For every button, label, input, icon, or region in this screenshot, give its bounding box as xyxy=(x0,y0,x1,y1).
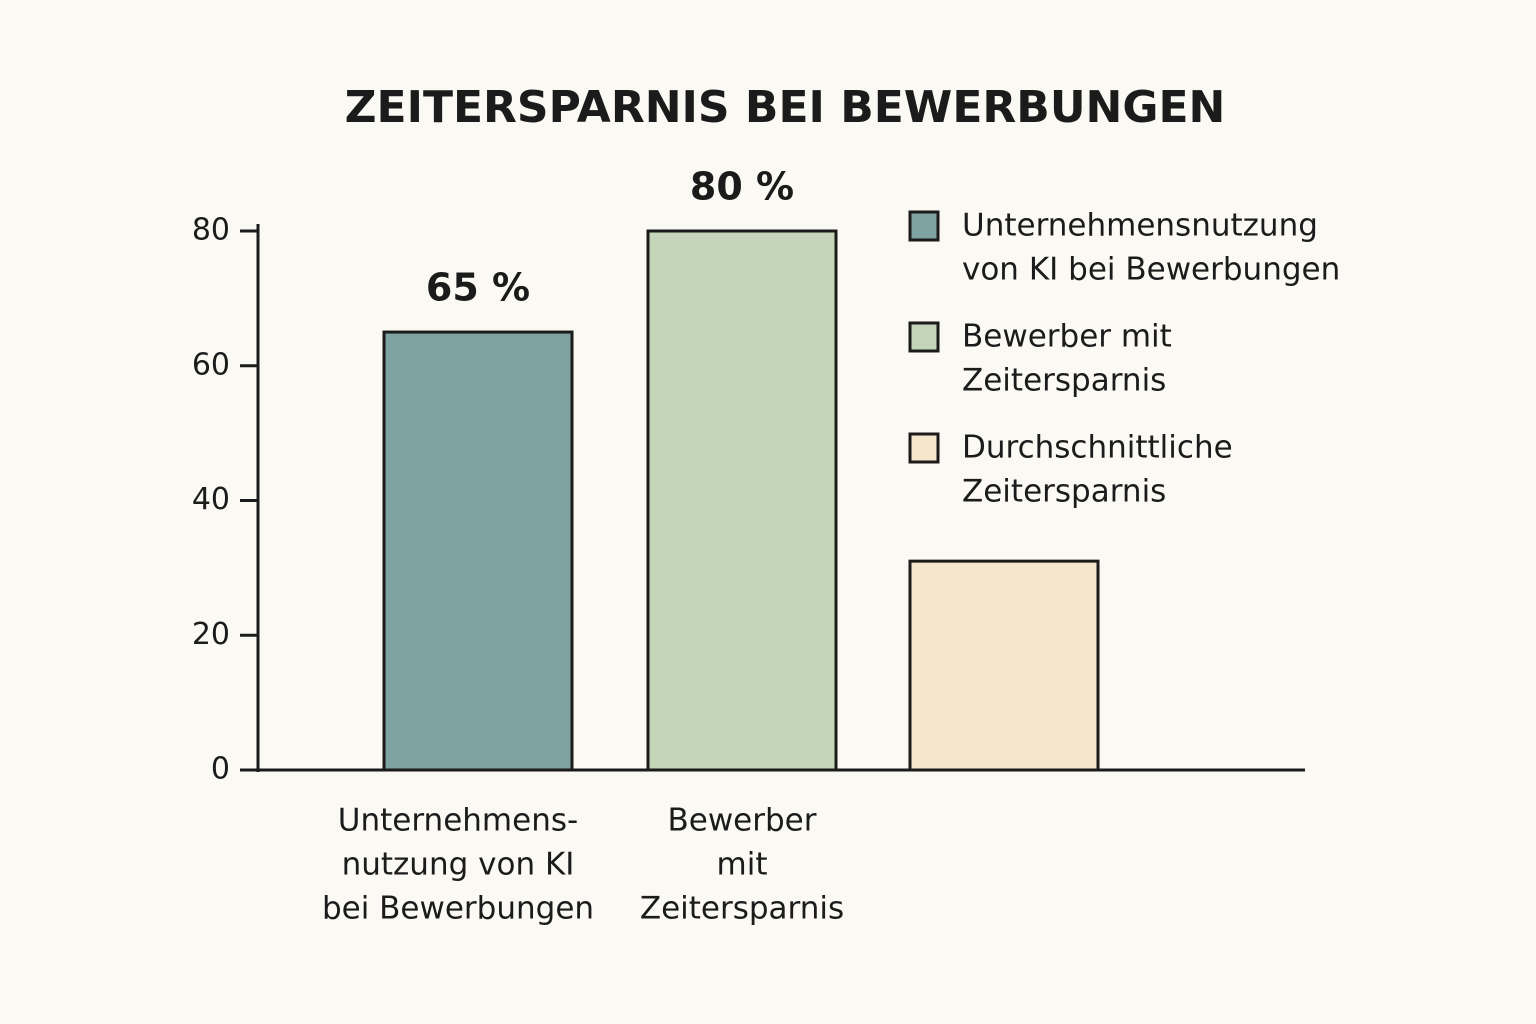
legend-swatch xyxy=(908,321,940,353)
legend-label: Zeitersparnis xyxy=(962,474,1166,510)
y-tick-label: 0 xyxy=(211,752,230,787)
x-tick-label: nutzung von KI xyxy=(342,847,575,883)
legend-label: Durchschnittliche xyxy=(962,430,1233,466)
y-tick-label: 20 xyxy=(192,617,230,652)
x-tick-label: Unternehmens- xyxy=(338,803,578,839)
legend-label: von KI bei Bewerbungen xyxy=(962,252,1340,288)
y-tick-label: 60 xyxy=(192,347,230,382)
data-label: 80 % xyxy=(690,165,794,209)
y-tick-label: 80 xyxy=(192,213,230,248)
x-tick-label: Zeitersparnis xyxy=(640,891,844,927)
y-tick-label: 40 xyxy=(192,482,230,517)
data-label: 65 % xyxy=(426,266,530,310)
chart-title: ZEITERSPARNIS BEI BEWERBUNGEN xyxy=(345,82,1226,133)
x-tick-label: Bewerber xyxy=(667,803,816,839)
legend-swatch xyxy=(908,432,940,464)
legend-label: Unternehmensnutzung xyxy=(962,208,1318,244)
x-tick-label: bei Bewerbungen xyxy=(322,891,594,927)
legend-swatch xyxy=(908,210,940,242)
legend-label: Zeitersparnis xyxy=(962,363,1166,399)
bar xyxy=(646,229,838,772)
x-tick-label: mit xyxy=(717,847,768,883)
bar xyxy=(908,559,1100,772)
legend-label: Bewerber mit xyxy=(962,319,1172,355)
bar xyxy=(382,330,574,772)
